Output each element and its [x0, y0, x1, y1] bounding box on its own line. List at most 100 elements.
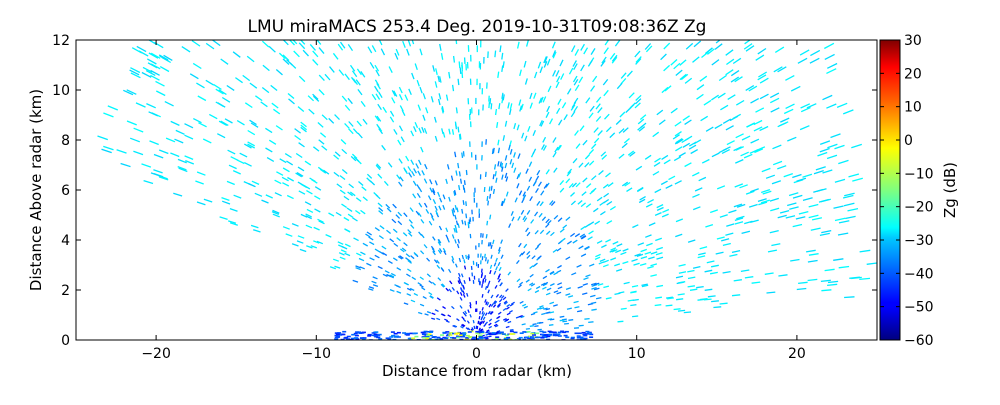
- reflectivity-gate: [309, 109, 315, 114]
- reflectivity-gate: [298, 167, 304, 171]
- reflectivity-gate: [497, 122, 498, 128]
- reflectivity-gate: [326, 235, 332, 238]
- reflectivity-gate: [797, 289, 807, 290]
- reflectivity-gate: [793, 195, 802, 198]
- reflectivity-gate: [524, 306, 528, 308]
- reflectivity-gate: [527, 40, 529, 47]
- reflectivity-gate: [540, 67, 542, 73]
- reflectivity-gate: [505, 155, 506, 160]
- reflectivity-gate: [429, 293, 432, 295]
- reflectivity-gate: [559, 120, 562, 125]
- colorbar: [880, 40, 900, 340]
- reflectivity-gate: [751, 139, 759, 143]
- reflectivity-gate: [594, 138, 598, 143]
- reflectivity-gate: [507, 192, 509, 197]
- reflectivity-gate: [345, 105, 350, 110]
- reflectivity-gate: [711, 301, 719, 302]
- reflectivity-gate: [726, 70, 734, 75]
- reflectivity-gate: [405, 95, 408, 101]
- reflectivity-gate: [505, 173, 506, 178]
- reflectivity-gate: [602, 155, 607, 159]
- reflectivity-gate: [614, 264, 620, 266]
- reflectivity-gate: [345, 244, 350, 247]
- reflectivity-gate: [313, 60, 318, 66]
- reflectivity-gate: [319, 90, 324, 95]
- reflectivity-gate: [464, 280, 465, 284]
- reflectivity-gate: [319, 140, 324, 144]
- reflectivity-gate: [336, 213, 341, 216]
- reflectivity-gate: [584, 319, 589, 320]
- reflectivity-gate: [307, 209, 313, 212]
- reflectivity-gate: [353, 218, 358, 221]
- reflectivity-gate: [443, 195, 445, 200]
- reflectivity-gate: [491, 295, 493, 298]
- reflectivity-gate: [421, 288, 425, 290]
- reflectivity-gate: [491, 304, 493, 307]
- reflectivity-gate: [530, 93, 532, 99]
- reflectivity-gate: [342, 149, 347, 153]
- chart-title: LMU miraMACS 253.4 Deg. 2019-10-31T09:08…: [248, 17, 707, 37]
- reflectivity-gate: [718, 93, 725, 98]
- reflectivity-gate: [466, 214, 467, 219]
- reflectivity-gate: [408, 40, 410, 47]
- reflectivity-gate: [154, 155, 163, 158]
- reflectivity-gate: [243, 75, 250, 80]
- reflectivity-gate: [435, 181, 437, 186]
- reflectivity-gate: [675, 147, 682, 151]
- reflectivity-gate: [491, 245, 492, 249]
- reflectivity-gate: [489, 323, 492, 325]
- reflectivity-gate: [345, 74, 349, 80]
- reflectivity-gate: [605, 114, 610, 119]
- reflectivity-gate: [421, 234, 424, 238]
- reflectivity-gate: [656, 248, 663, 250]
- reflectivity-gate: [448, 238, 450, 242]
- reflectivity-gate: [654, 162, 660, 166]
- reflectivity-gate: [676, 70, 682, 75]
- reflectivity-gate: [674, 157, 681, 161]
- reflectivity-gate: [601, 245, 606, 248]
- reflectivity-gate: [646, 204, 652, 207]
- reflectivity-gate: [367, 178, 371, 182]
- reflectivity-gate: [407, 49, 409, 56]
- reflectivity-gate: [344, 218, 349, 221]
- reflectivity-gate: [792, 175, 801, 178]
- reflectivity-gate: [589, 113, 593, 118]
- reflectivity-gate: [424, 245, 427, 249]
- reflectivity-gate: [573, 240, 578, 243]
- reflectivity-gate: [146, 104, 155, 108]
- reflectivity-gate: [692, 173, 699, 176]
- reflectivity-gate: [464, 259, 465, 263]
- reflectivity-gate: [535, 72, 537, 78]
- reflectivity-gate: [265, 128, 272, 132]
- reflectivity-gate: [457, 319, 460, 321]
- reflectivity-gate: [601, 152, 606, 156]
- reflectivity-gate: [153, 170, 162, 173]
- reflectivity-gate: [622, 143, 627, 148]
- reflectivity-gate: [530, 326, 534, 327]
- reflectivity-gate: [457, 291, 459, 294]
- reflectivity-gate: [820, 141, 830, 145]
- reflectivity-gate: [732, 251, 740, 253]
- reflectivity-gate: [715, 44, 722, 50]
- reflectivity-gate: [197, 172, 205, 175]
- reflectivity-gate: [546, 112, 549, 118]
- reflectivity-gate: [366, 234, 371, 237]
- reflectivity-gate: [483, 317, 485, 320]
- reflectivity-gate: [432, 313, 436, 314]
- reflectivity-gate: [585, 163, 589, 167]
- reflectivity-gate: [577, 311, 582, 312]
- reflectivity-gate: [647, 267, 653, 269]
- reflectivity-gate: [503, 61, 504, 68]
- reflectivity-gate: [604, 48, 608, 54]
- reflectivity-gate: [528, 289, 532, 291]
- reflectivity-gate: [394, 243, 398, 246]
- reflectivity-gate: [275, 193, 282, 196]
- reflectivity-gate: [509, 145, 510, 150]
- reflectivity-gate: [621, 73, 626, 79]
- reflectivity-gate: [459, 185, 460, 190]
- reflectivity-gate: [535, 212, 538, 216]
- reflectivity-gate: [369, 237, 374, 240]
- reflectivity-gate: [456, 171, 457, 176]
- reflectivity-gate: [370, 62, 374, 68]
- reflectivity-gate: [209, 114, 217, 118]
